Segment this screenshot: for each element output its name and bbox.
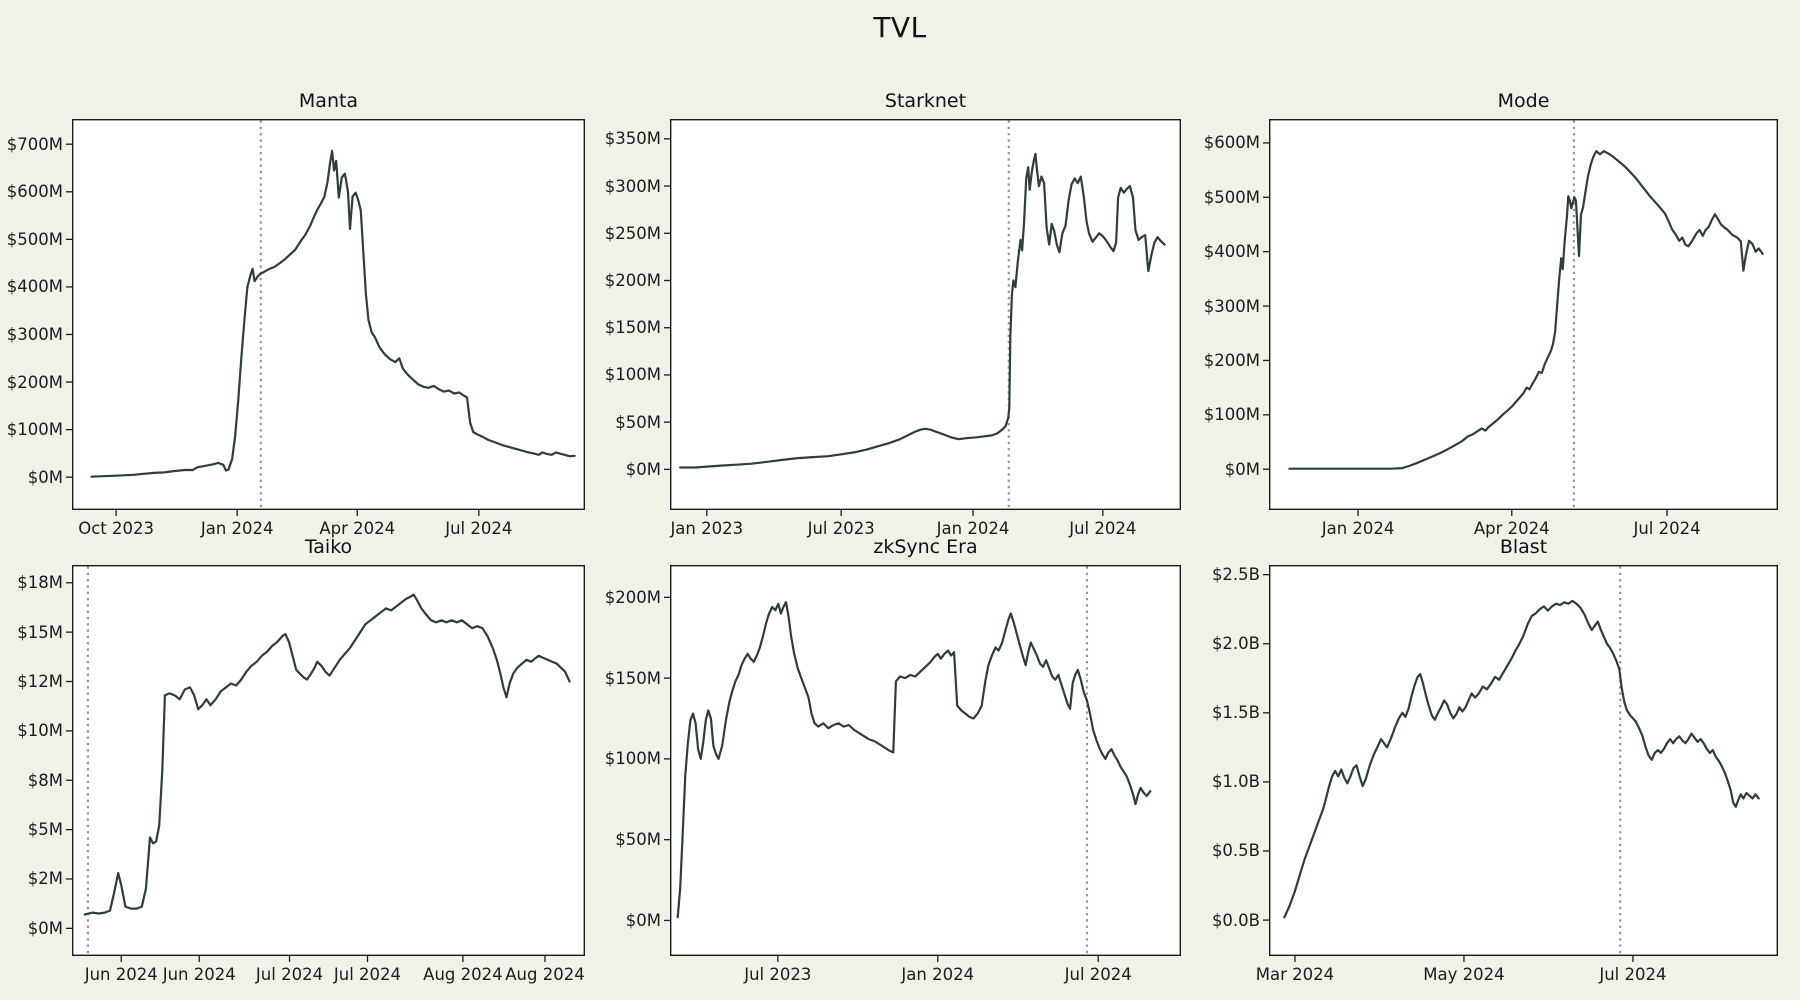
plot-area <box>664 118 1182 516</box>
y-tick-label: $400M <box>1203 242 1260 262</box>
x-tick-label: Jan 2024 <box>936 519 1010 538</box>
y-tick-label: $18M <box>17 573 63 593</box>
y-tick-label: $0M <box>1224 459 1260 479</box>
x-tick-label: Mar 2024 <box>1255 965 1335 984</box>
y-tick-label: $200M <box>6 372 63 392</box>
y-tick-label: $0M <box>27 918 63 938</box>
y-tick-label: $0M <box>625 459 661 479</box>
y-tick-label: $1.0B <box>1211 772 1260 792</box>
x-tick-label: Jul 2024 <box>1064 965 1132 984</box>
y-tick-label: $600M <box>6 182 63 202</box>
y-tick-label: $100M <box>1203 405 1260 425</box>
panel-title: Manta <box>298 90 359 112</box>
y-tick-label: $100M <box>604 749 661 769</box>
y-tick-label: $10M <box>17 721 63 741</box>
y-tick-label: $1.5B <box>1211 703 1260 723</box>
plot-area <box>1263 564 1779 962</box>
y-tick-label: $12M <box>17 672 63 691</box>
tvl-line <box>679 152 1166 469</box>
y-tick-label: $50M <box>615 830 661 850</box>
y-tick-label: $500M <box>1203 187 1260 207</box>
y-tick-label: $0M <box>27 467 63 487</box>
plot-area <box>66 564 586 962</box>
y-tick-label: $300M <box>6 324 63 344</box>
tvl-line <box>83 593 571 916</box>
y-tick-label: $5M <box>27 820 63 840</box>
x-tick-label: Jan 2024 <box>1321 519 1395 538</box>
y-tick-label: $200M <box>604 271 661 290</box>
x-tick-label: Apr 2024 <box>319 519 396 538</box>
tvl-line <box>90 149 576 478</box>
y-tick-label: $200M <box>1203 350 1260 370</box>
panel-title: Blast <box>1499 536 1548 558</box>
figure-title: TVL <box>873 11 927 44</box>
plot-area <box>664 564 1182 962</box>
y-tick-label: $350M <box>604 129 661 149</box>
y-tick-label: $500M <box>6 229 63 249</box>
tvl-line <box>676 601 1152 919</box>
panel-title: Taiko <box>304 536 353 558</box>
x-tick-label: May 2024 <box>1423 965 1505 984</box>
plot-area <box>1263 118 1779 516</box>
x-tick-label: Jul 2023 <box>744 965 812 984</box>
y-tick-label: $0.5B <box>1211 841 1260 861</box>
y-tick-label: $50M <box>615 412 661 432</box>
x-tick-label: Jun 2024 <box>162 965 236 984</box>
y-tick-label: $0M <box>625 910 661 930</box>
y-tick-label: $150M <box>604 668 661 688</box>
x-tick-label: Aug 2024 <box>423 965 503 984</box>
x-tick-label: Jun 2024 <box>84 965 158 984</box>
plot-frame <box>1268 564 1779 957</box>
panel-starknet: Starknet Jan 2023 Jul 2023 Jan 2024 Jul 2024… <box>605 90 1182 538</box>
panel-title: zkSync Era <box>873 536 978 558</box>
plot-frame <box>669 564 1182 957</box>
x-tick-label: Jul 2024 <box>255 965 324 984</box>
panel-title: Starknet <box>884 90 967 112</box>
panel-title: Mode <box>1497 90 1550 112</box>
plot-frame <box>71 564 586 957</box>
x-tick-label: Aug 2024 <box>505 965 585 984</box>
panel-manta: Manta Oct 2023 Jan 2024 Apr 2024 Jul 2024 $0M… <box>7 90 586 538</box>
x-tick-label: Jul 2024 <box>445 519 513 538</box>
y-tick-label: $2.0B <box>1211 634 1260 654</box>
tvl-line <box>1288 150 1764 470</box>
plot-frame <box>669 118 1182 511</box>
x-tick-label: Jul 2024 <box>1069 519 1137 538</box>
y-tick-label: $15M <box>17 622 63 642</box>
x-tick-label: Jan 2023 <box>670 519 744 538</box>
plot-frame <box>1268 118 1779 511</box>
plot-area <box>66 118 586 516</box>
y-tick-label: $250M <box>604 223 661 243</box>
x-tick-label: Jul 2024 <box>1599 965 1667 984</box>
tvl-line <box>1283 599 1760 919</box>
x-tick-label: Jul 2024 <box>1633 519 1701 538</box>
panel-blast: Blast Mar 2024 May 2024 Jul 2024 $0.0B $0.5B $… <box>1212 536 1779 984</box>
x-tick-label: Jul 2024 <box>333 965 402 984</box>
y-tick-label: $2M <box>27 869 63 889</box>
x-tick-label: Jan 2024 <box>200 519 274 538</box>
y-tick-label: $600M <box>1203 133 1260 153</box>
x-tick-label: Apr 2024 <box>1473 519 1550 538</box>
y-tick-label: $8M <box>27 770 63 790</box>
y-tick-label: $700M <box>6 134 63 154</box>
y-tick-label: $100M <box>604 365 661 385</box>
x-tick-label: Jan 2024 <box>901 965 975 984</box>
y-tick-label: $300M <box>604 176 661 196</box>
y-tick-label: $100M <box>6 420 63 440</box>
y-tick-label: $150M <box>604 318 661 338</box>
y-tick-label: $2.5B <box>1211 565 1260 585</box>
y-tick-label: $0.0B <box>1211 910 1260 930</box>
y-tick-label: $200M <box>604 587 661 607</box>
x-tick-label: Jul 2023 <box>807 519 875 538</box>
panel-mode: Mode Jan 2024 Apr 2024 Jul 2024 $0M $100M $200… <box>1204 90 1779 538</box>
y-tick-label: $400M <box>6 277 63 297</box>
panel-taiko: Taiko Jun 2024 Jun 2024 Jul 2024 Jul 2024 Aug… <box>17 536 586 984</box>
y-tick-label: $300M <box>1203 296 1260 316</box>
x-tick-label: Oct 2023 <box>78 519 154 538</box>
panel-zksync-era: zkSync Era Jul 2023 Jan 2024 Jul 2024 $0M $50… <box>605 536 1182 984</box>
